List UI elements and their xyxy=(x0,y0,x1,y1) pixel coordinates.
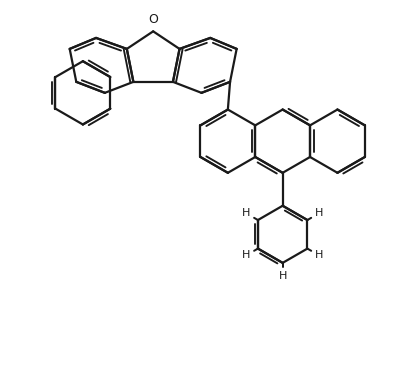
Text: H: H xyxy=(278,271,287,281)
Text: H: H xyxy=(315,208,323,218)
Text: H: H xyxy=(242,208,251,218)
Text: O: O xyxy=(148,13,158,26)
Text: H: H xyxy=(315,250,323,260)
Text: H: H xyxy=(242,250,251,260)
